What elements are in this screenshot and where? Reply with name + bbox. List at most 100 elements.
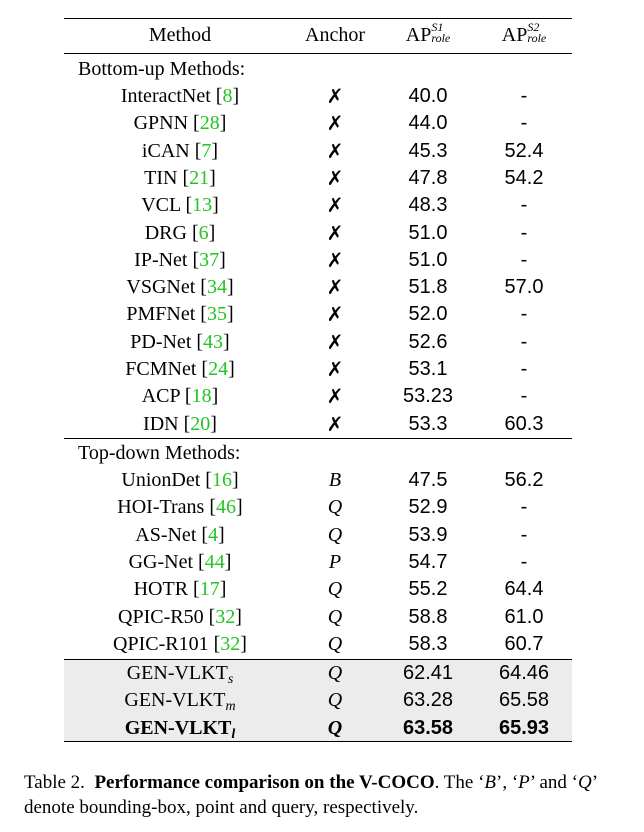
citation-link[interactable]: 13 [192,194,213,217]
ap-s2-value: - [520,112,528,135]
ap-s1-value: 58.3 [408,632,448,655]
ours-rule [64,659,572,660]
ap-s1-value: 47.8 [408,166,448,189]
citation-link[interactable]: 17 [199,578,220,601]
citation-link[interactable]: 16 [211,469,232,491]
cross-icon: ✗ [326,84,344,108]
citation-link[interactable]: 32 [215,605,236,628]
anchor-type: Q [327,578,343,601]
citation-link[interactable]: 43 [203,330,224,353]
header-method: Method [148,24,212,46]
ap-s1-value: 51.8 [408,276,448,299]
method-name: iCAN [7] [141,139,219,162]
ap-s2-value: 56.2 [504,469,544,491]
cross-icon: ✗ [326,247,344,272]
ap-s2-value: - [520,303,528,326]
citation-link[interactable]: 34 [206,276,227,299]
ap-s2-value: - [520,248,528,271]
method-name: HOTR [17] [133,578,227,601]
method-name: InteractNet [8] [120,85,240,107]
ap-s2-value: 60.3 [504,412,544,435]
table-row: GPNN [28] ✗ 44.0 - [64,110,572,137]
method-label: QPIC-R50 [118,605,204,628]
method-name: GEN-VLKTm [70,687,290,720]
method-name: IP-Net [37] [134,248,226,271]
method-label: IDN [143,412,179,435]
citation-link[interactable]: 32 [220,632,241,655]
method-subscript: l [231,726,236,742]
citation-link[interactable]: 46 [216,496,237,519]
ap-s1-value: 52.9 [408,496,448,519]
method-name: FCMNet [24] [125,358,235,380]
ap-s1-value: 58.8 [408,605,448,628]
ap-s1-value: 51.0 [408,248,448,271]
ap-s2-value: - [520,194,528,217]
citation-link[interactable]: 21 [189,166,210,189]
citation-link[interactable]: 20 [190,412,211,435]
table-row: HOTR [17] Q 55.2 64.4 [64,576,572,603]
method-label: ACP [141,385,180,408]
cross-icon: ✗ [326,275,344,300]
method-label: TIN [144,166,178,189]
citation-link[interactable]: 4 [208,523,219,546]
header-rule [64,53,572,54]
method-name: GEN-VLKTs [70,660,290,693]
table-row: FCMNet [24] ✗ 53.1 - [64,356,572,383]
citation-link[interactable]: 7 [201,139,212,162]
method-name: VCL [13] [141,194,219,217]
table-row: VSGNet [34] ✗ 51.8 57.0 [64,274,572,301]
ap-s1-value: 54.7 [408,550,448,573]
citation-link[interactable]: 28 [199,112,220,135]
citation-link[interactable]: 6 [198,221,209,244]
method-label: AS-Net [135,523,197,546]
cross-icon: ✗ [326,165,344,190]
table-row: QPIC-R101 [32] Q 58.3 60.7 [64,631,572,658]
method-name: AS-Net [4] [135,523,225,546]
ap-s1-value: 40.0 [408,85,448,107]
cross-icon: ✗ [326,302,344,327]
anchor-type: Q [327,662,343,684]
method-label: PMFNet [126,303,196,326]
anchor-type: Q [327,716,343,739]
ours-highlight [64,659,572,741]
ap-s1-value: 53.23 [402,385,454,408]
method-subscript: m [225,699,236,715]
section-top-down: Top-down Methods: [78,442,241,464]
method-name: GPNN [28] [133,112,227,135]
ap-s1-value: 55.2 [408,578,448,601]
citation-link[interactable]: 37 [199,248,220,271]
method-label: DRG [144,221,187,244]
method-label: InteractNet [120,85,211,107]
cross-icon: ✗ [326,411,344,436]
citation-link[interactable]: 35 [206,303,227,326]
ap-s1-value: 63.28 [402,689,454,712]
table-row: TIN [21] ✗ 47.8 54.2 [64,165,572,192]
method-label: GEN-VLKT [124,689,226,712]
anchor-type: Q [327,605,343,628]
anchor-type: P [328,550,342,573]
citation-link[interactable]: 8 [222,85,233,107]
method-label: GEN-VLKT [126,662,228,684]
method-subscript: s [227,672,234,687]
method-label: FCMNet [125,358,197,380]
table-row: UnionDet [16] B 47.5 56.2 [64,467,572,494]
method-label: UnionDet [121,469,201,491]
ap-s2-value: - [520,385,528,408]
ap-s2-value: 64.46 [498,662,550,684]
ap-s1-value: 48.3 [408,194,448,217]
citation-link[interactable]: 24 [208,358,229,380]
table-row: GG-Net [44] P 54.7 - [64,549,572,576]
header-anchor: Anchor [305,24,365,46]
citation-link[interactable]: 18 [191,385,212,408]
citation-link[interactable]: 44 [204,550,225,573]
ap-s2-value: 60.7 [504,632,544,655]
ap-s1-value: 51.0 [408,221,448,244]
table-row: HOI-Trans [46] Q 52.9 - [64,494,572,521]
method-label: VCL [141,194,181,217]
anchor-type: Q [327,523,343,546]
table-row: iCAN [7] ✗ 45.3 52.4 [64,138,572,165]
ap-s2-value: - [520,496,528,519]
method-name: IDN [20] [143,412,217,435]
table-row: PD-Net [43] ✗ 52.6 - [64,329,572,356]
anchor-type: Q [327,632,343,655]
